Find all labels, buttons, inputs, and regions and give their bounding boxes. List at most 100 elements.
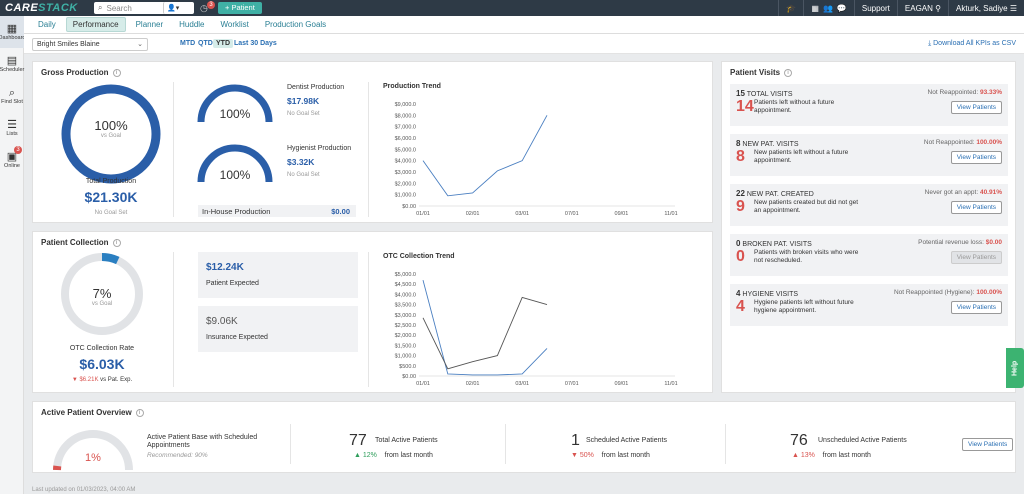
tab-daily[interactable]: Daily: [38, 20, 56, 29]
nav-item-dashboard[interactable]: ▦ Dashboard: [0, 16, 25, 48]
y-tick-label: $5,000.0: [395, 272, 416, 278]
period-last-30[interactable]: Last 30 Days: [234, 40, 277, 47]
collection-percent: 7%: [92, 286, 112, 301]
tools-group: ▦ 👥 💬: [803, 0, 854, 16]
x-tick-label: 11/01: [664, 381, 677, 387]
view-patients-button[interactable]: View Patients: [950, 151, 1002, 164]
tab-performance[interactable]: Performance: [65, 17, 126, 32]
add-patient-button[interactable]: + Patient: [218, 2, 262, 14]
visit-big-number: 8: [736, 148, 745, 165]
nav-item-lists[interactable]: ☰ Lists: [0, 112, 24, 144]
tab-worklist[interactable]: Worklist: [220, 20, 249, 29]
gauge-caption: vs Goal: [100, 133, 122, 139]
visit-count: 8: [736, 139, 741, 148]
nav-item-online[interactable]: ▣ Online 3: [0, 144, 24, 176]
graduation-cap-icon[interactable]: 🎓: [778, 0, 803, 16]
last-updated-text: Last updated on 01/03/2023, 04:00 AM: [32, 487, 136, 493]
patient-collection-card: Patient Collection i 7% vs Goal OTC Colle…: [32, 231, 713, 393]
view-active-patients-button[interactable]: View Patients: [962, 438, 1014, 451]
visit-type: BROKEN PAT. VISITS: [742, 241, 812, 248]
y-tick-label: $3,500.0: [395, 303, 416, 309]
view-patients-button[interactable]: View Patients: [950, 101, 1002, 114]
download-csv-link[interactable]: ⤓ Download All KPIs as CSV: [928, 40, 1016, 47]
user-menu[interactable]: Akturk, Sadiye ☰: [948, 0, 1024, 16]
gross-production-card: Gross Production i 100% vs Goal Total Pro…: [32, 61, 713, 223]
visit-header: 22 NEW PAT. CREATED: [736, 189, 814, 198]
period-ytd[interactable]: YTD: [213, 39, 233, 48]
view-patients-button[interactable]: View Patients: [950, 301, 1002, 314]
nav-item-find-slot[interactable]: ⌕ Find Slot: [0, 80, 24, 112]
visit-row: 0 BROKEN PAT. VISITS 0 Patients with broke…: [730, 234, 1008, 276]
history-icon[interactable]: ◷: [200, 3, 208, 13]
calendar-grid-icon[interactable]: ▦: [811, 3, 819, 13]
visit-big-number: 4: [736, 298, 745, 315]
insurance-expected-label: Insurance Expected: [206, 334, 268, 341]
period-mtd[interactable]: MTD: [180, 40, 196, 47]
dentist-label: Dentist Production: [287, 84, 345, 91]
y-tick-label: $0.00: [402, 204, 416, 210]
tab-huddle[interactable]: Huddle: [179, 20, 205, 29]
visit-header: 15 TOTAL VISITS: [736, 89, 793, 98]
users-icon[interactable]: 👥: [822, 3, 833, 13]
y-tick-label: $2,000.0: [395, 181, 416, 187]
dentist-gauge: [197, 84, 273, 123]
help-tab[interactable]: Help: [1006, 348, 1024, 388]
info-icon[interactable]: i: [112, 238, 121, 247]
visit-description: Hygiene patients left without future hyg…: [754, 299, 854, 314]
x-tick-label: 02/01: [466, 211, 480, 217]
unscheduled-active-change: ▲ 13% from last month: [792, 452, 871, 459]
app-logo[interactable]: CARE STACK: [0, 0, 77, 16]
visit-metric-label: Not Reappointed (Hygiene):: [893, 289, 975, 296]
hygienist-label: Hygienist Production: [287, 145, 352, 152]
location-select[interactable]: Bright Smiles Blaine ⌄: [32, 38, 148, 51]
visit-big-number: 0: [736, 248, 745, 265]
x-tick-label: 07/01: [565, 381, 579, 387]
tab-bar: Daily Performance Planner Huddle Worklist Pro…: [24, 16, 1024, 34]
search-icon: ⌕: [8, 87, 16, 99]
dentist-value: $17.98K: [287, 96, 320, 106]
active-patient-overview-card: Active Patient Overview i 1% Active Patie…: [32, 401, 1016, 473]
view-patients-button: View Patients: [950, 251, 1002, 264]
scheduled-active-change: ▼ 50% from last month: [571, 452, 650, 459]
search-type-select[interactable]: 👤▾: [163, 2, 193, 14]
y-tick-label: $0.00: [402, 374, 416, 380]
collection-change: ▼ $6.21K vs Pat. Exp.: [71, 377, 133, 383]
info-icon[interactable]: i: [784, 68, 793, 77]
series-line: [422, 280, 548, 376]
visit-metric-label: Not Reappointed:: [923, 139, 975, 146]
filter-bar: Bright Smiles Blaine ⌄ MTD QTD YTD Last 3…: [24, 34, 1024, 54]
x-tick-label: 11/01: [664, 211, 677, 217]
card-title: Patient Visits i: [730, 68, 793, 77]
series-line: [422, 115, 548, 197]
nav-item-scheduler[interactable]: ▤ Scheduler: [0, 48, 24, 80]
search-icon: ⌕: [98, 3, 103, 12]
left-nav: ▦ Dashboard ▤ Scheduler ⌕ Find Slot ☰ Lists ▣ Onl…: [0, 16, 25, 494]
tab-production-goals[interactable]: Production Goals: [264, 20, 327, 29]
y-tick-label: $3,000.0: [395, 313, 416, 319]
patient-expected-value: $12.24K: [206, 262, 244, 273]
hygienist-gauge: [197, 144, 273, 183]
production-trend-chart: $9,000.0 $8,000.0 $7,000.0 $6,000.0 $5,000.0…: [395, 102, 678, 217]
scheduled-active-label: Scheduled Active Patients: [586, 437, 667, 444]
support-link[interactable]: Support: [853, 0, 897, 16]
info-icon[interactable]: i: [112, 68, 121, 77]
visit-metric: Not Reappointed: 100.00%: [924, 139, 1002, 146]
visit-description: New patients left without a future appoi…: [754, 149, 849, 164]
period-qtd[interactable]: QTD: [198, 40, 213, 47]
card-title: Patient Collection i: [41, 238, 121, 247]
tab-planner[interactable]: Planner: [135, 20, 164, 29]
gauge-percent: 100%: [94, 118, 128, 133]
visit-description: Patients left without a future appointme…: [754, 99, 835, 114]
visit-metric-label: Potential revenue loss:: [918, 239, 984, 246]
visit-type: NEW PAT. CREATED: [746, 191, 814, 198]
location-selector[interactable]: EAGAN ⚲: [896, 0, 948, 16]
visit-big-number: 9: [736, 198, 745, 215]
no-goal-text: No Goal Set: [94, 210, 128, 216]
chat-icon[interactable]: 💬: [836, 3, 847, 13]
y-tick-label: $3,000.0: [395, 170, 416, 176]
view-patients-button[interactable]: View Patients: [950, 201, 1002, 214]
visit-metric: Not Reappointed: 93.33%: [928, 89, 1002, 96]
divider: [290, 424, 291, 464]
info-icon[interactable]: i: [135, 408, 144, 417]
divider: [505, 424, 506, 464]
